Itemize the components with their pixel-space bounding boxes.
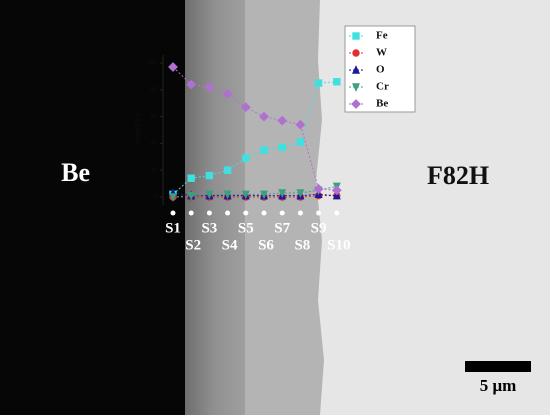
data-point [296,189,305,198]
position-dot [297,210,303,216]
series-line [173,195,337,198]
position-dot [334,210,340,216]
scale-bar-label: 5 μm [480,376,517,395]
series-line [172,66,337,191]
data-point [313,184,324,194]
series-line [172,185,337,198]
x-tick-label: S3 [201,220,217,236]
series-line [172,81,337,195]
legend-marker [351,99,361,109]
y-tick-label: 100 [147,59,158,67]
data-point [314,79,323,87]
position-dot [261,210,267,216]
x-tick-label: S9 [311,220,327,236]
interlayer-light [245,0,325,415]
data-point [223,190,232,200]
position-dot [243,210,249,216]
data-point [222,88,233,99]
data-point [332,190,341,200]
legend-marker [352,83,360,92]
position-dot [206,210,212,216]
data-point [169,193,177,202]
position-dot [225,210,231,216]
data-point [240,102,251,113]
position-dot [188,210,194,216]
data-point [168,62,178,72]
data-point [260,146,268,154]
data-point [277,115,288,126]
data-point [295,119,306,130]
region-label: Be [61,158,90,187]
x-tick-label: S6 [258,237,274,253]
x-tick-label: S4 [222,237,238,253]
data-point [242,154,250,162]
position-dot [279,210,285,216]
y-tick-label: 40 [150,139,158,147]
scale-bar [465,361,531,372]
data-point [259,111,269,122]
legend-marker [352,49,360,57]
data-point [187,174,195,182]
y-axis-label: Atom (%) [133,114,142,147]
region-label: F82H [427,161,489,190]
data-point [204,82,215,93]
data-point [260,190,268,200]
data-point [278,143,286,152]
data-point [223,166,232,174]
y-tick-label: 20 [150,166,158,174]
legend-label: O [376,64,385,76]
data-point [333,78,341,86]
x-tick-label: S10 [327,237,350,253]
data-point [187,191,196,201]
data-point [205,171,214,180]
data-point [186,79,197,90]
data-point [278,189,287,198]
legend-label: W [376,47,387,59]
x-tick-label: S7 [274,220,290,236]
legend-label: Be [376,98,388,110]
series-line [172,192,337,197]
position-dot [316,210,322,216]
data-point [205,190,214,200]
x-tick-label: S5 [238,220,254,236]
interlayer-dark [185,0,255,415]
data-point [331,185,342,196]
y-tick-label: 0 [154,193,158,201]
x-tick-label: S2 [185,237,201,253]
legend-marker [352,65,360,74]
position-dot [170,210,176,216]
data-point [241,190,250,200]
data-point [296,138,305,146]
x-tick-label: S1 [165,220,181,236]
x-tick-label: S8 [294,237,310,253]
y-tick-label: 60 [150,112,158,120]
legend-marker [352,32,360,40]
legend-label: Cr [376,81,389,93]
legend-label: Fe [376,30,388,42]
y-tick-label: 80 [150,85,158,93]
